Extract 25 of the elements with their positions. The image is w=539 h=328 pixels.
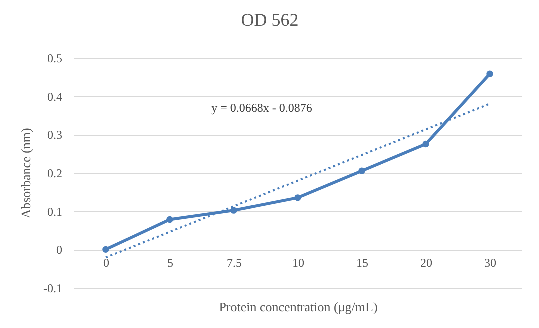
- x-tick-label: 5: [168, 256, 174, 270]
- x-tick-label: 0: [104, 256, 110, 270]
- x-tick-label: 15: [356, 256, 368, 270]
- point: [294, 194, 302, 202]
- y-tick-label: 0.2: [48, 166, 62, 180]
- x-tick-label: 30: [484, 256, 496, 270]
- y-tick-label: 0.3: [48, 128, 62, 142]
- point: [486, 70, 494, 78]
- point: [422, 140, 430, 148]
- point: [166, 216, 174, 224]
- y-tick-label: 0.4: [48, 90, 62, 104]
- y-tick-label: 0: [56, 243, 62, 258]
- x-tick-label: 10: [292, 256, 304, 270]
- chart-title: OD 562: [241, 10, 299, 30]
- y-tick-label: 0.5: [48, 52, 62, 66]
- annotation: y = 0.0668x - 0.0876: [212, 101, 312, 115]
- point: [358, 168, 366, 174]
- point: [102, 246, 110, 254]
- x-axis-title: Protein concentration (μg/mL): [219, 300, 378, 314]
- y-tick-label: 0.1: [48, 204, 62, 219]
- point: [230, 207, 238, 214]
- x-tick-label: 20: [420, 256, 432, 270]
- y-axis-title: Absorbance (nm): [18, 128, 34, 219]
- y-tick-label: -0.1: [44, 282, 62, 296]
- x-tick-label: 7.5: [227, 256, 242, 270]
